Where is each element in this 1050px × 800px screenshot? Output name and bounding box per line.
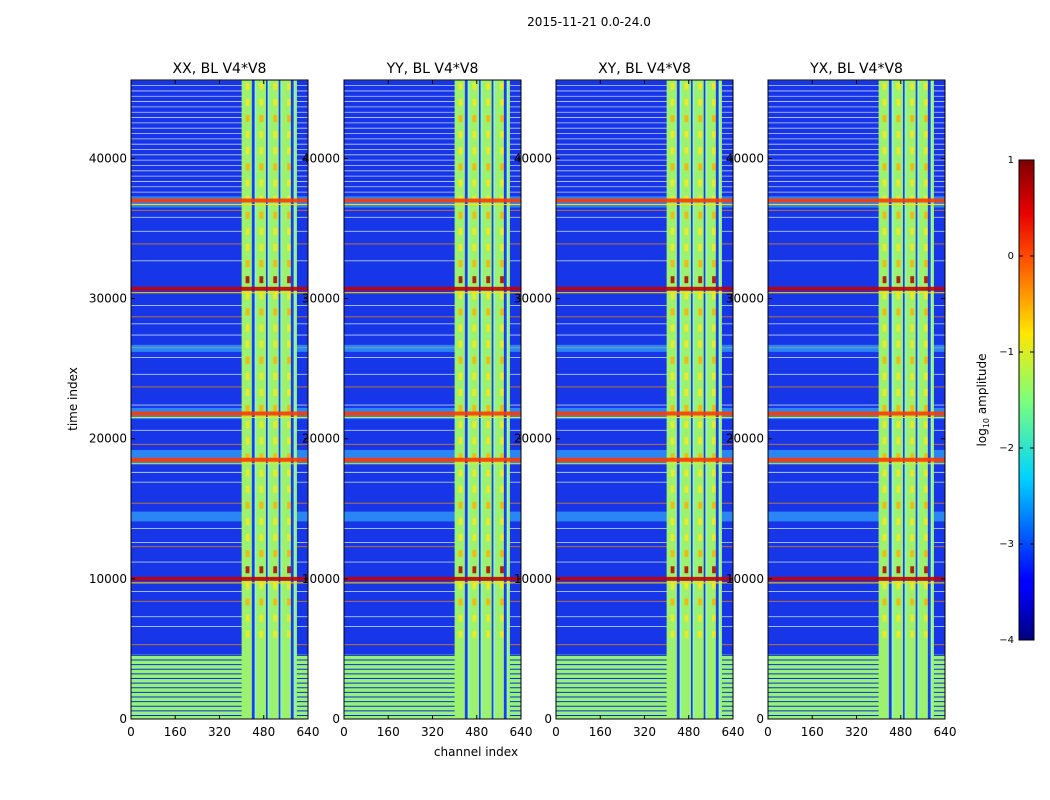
y-tick-label: 40000 (726, 151, 764, 165)
x-tick-label: 480 (252, 725, 275, 739)
colorbar-gradient (1018, 159, 1035, 641)
x-tick-label: 0 (764, 725, 772, 739)
y-tick-label: 30000 (89, 292, 127, 306)
x-tick-label: 320 (208, 725, 231, 739)
y-axis-label: time index (66, 367, 80, 431)
x-tick-label: 480 (889, 725, 912, 739)
x-tick-label: 640 (934, 725, 957, 739)
colorbar-tick-label: −2 (999, 443, 1014, 454)
panel-xx: XX, BL V4*V8 0 160 320 480 640 0 10000 20000 3000… (89, 61, 320, 739)
x-tick-label: 320 (633, 725, 656, 739)
x-tick-label: 320 (421, 725, 444, 739)
panels: XX, BL V4*V8 0 160 320 480 640 0 10000 20000 3000… (89, 61, 957, 739)
y-tick-label: 20000 (89, 432, 127, 446)
colorbar-tick-label: −4 (999, 635, 1014, 646)
y-tick-label: 10000 (89, 572, 127, 586)
x-tick-label: 160 (164, 725, 187, 739)
x-tick-label: 640 (510, 725, 533, 739)
y-tick-label: 20000 (514, 432, 552, 446)
x-tick-label: 0 (340, 725, 348, 739)
figure-title: 2015-11-21 0.0-24.0 (527, 15, 651, 29)
y-tick-label: 10000 (726, 572, 764, 586)
x-tick-label: 0 (552, 725, 560, 739)
colorbar: 1 0 −1 −2 −3 −4 log10 amplitude (975, 155, 1035, 646)
heatmap-image (344, 80, 521, 719)
y-tick-label: 20000 (726, 432, 764, 446)
colorbar-tick-label: 0 (1008, 251, 1014, 262)
x-tick-label: 0 (127, 725, 135, 739)
panel-title: XX, BL V4*V8 (173, 61, 267, 77)
heatmap-image (768, 80, 945, 719)
x-tick-label: 480 (465, 725, 488, 739)
y-tick-label: 40000 (89, 151, 127, 165)
x-tick-label: 160 (377, 725, 400, 739)
y-tick-label: 0 (756, 712, 764, 726)
colorbar-tick-label: −3 (999, 539, 1014, 550)
y-tick-label: 0 (332, 712, 340, 726)
colorbar-tick-label: 1 (1008, 155, 1014, 166)
panel-title: XY, BL V4*V8 (598, 61, 691, 77)
y-tick-label: 0 (544, 712, 552, 726)
x-tick-label: 640 (297, 725, 320, 739)
y-tick-label: 10000 (302, 572, 340, 586)
y-tick-label: 40000 (302, 151, 340, 165)
heatmap-image (131, 80, 308, 719)
x-tick-label: 480 (677, 725, 700, 739)
panel-title: YX, BL V4*V8 (809, 61, 903, 77)
heatmap-image (556, 80, 733, 719)
colorbar-tick-label: −1 (999, 347, 1014, 358)
panel-yx: YX, BL V4*V8 0 160 320 480 640 0 10000 20000 3000… (726, 61, 957, 739)
x-tick-label: 320 (845, 725, 868, 739)
x-axis-label: channel index (434, 745, 518, 759)
colorbar-label: log10 amplitude (975, 354, 991, 447)
x-tick-label: 160 (801, 725, 824, 739)
y-tick-label: 30000 (302, 292, 340, 306)
panel-xy: XY, BL V4*V8 0 160 320 480 640 0 10000 20000 3000… (514, 61, 745, 739)
x-tick-label: 160 (589, 725, 612, 739)
y-tick-label: 30000 (514, 292, 552, 306)
y-tick-label: 40000 (514, 151, 552, 165)
y-tick-label: 10000 (514, 572, 552, 586)
x-tick-label: 640 (722, 725, 745, 739)
y-tick-label: 0 (119, 712, 127, 726)
panel-yy: YY, BL V4*V8 0 160 320 480 640 0 10000 20000 3000… (302, 61, 533, 739)
y-tick-label: 20000 (302, 432, 340, 446)
panel-title: YY, BL V4*V8 (386, 61, 479, 77)
y-tick-label: 30000 (726, 292, 764, 306)
